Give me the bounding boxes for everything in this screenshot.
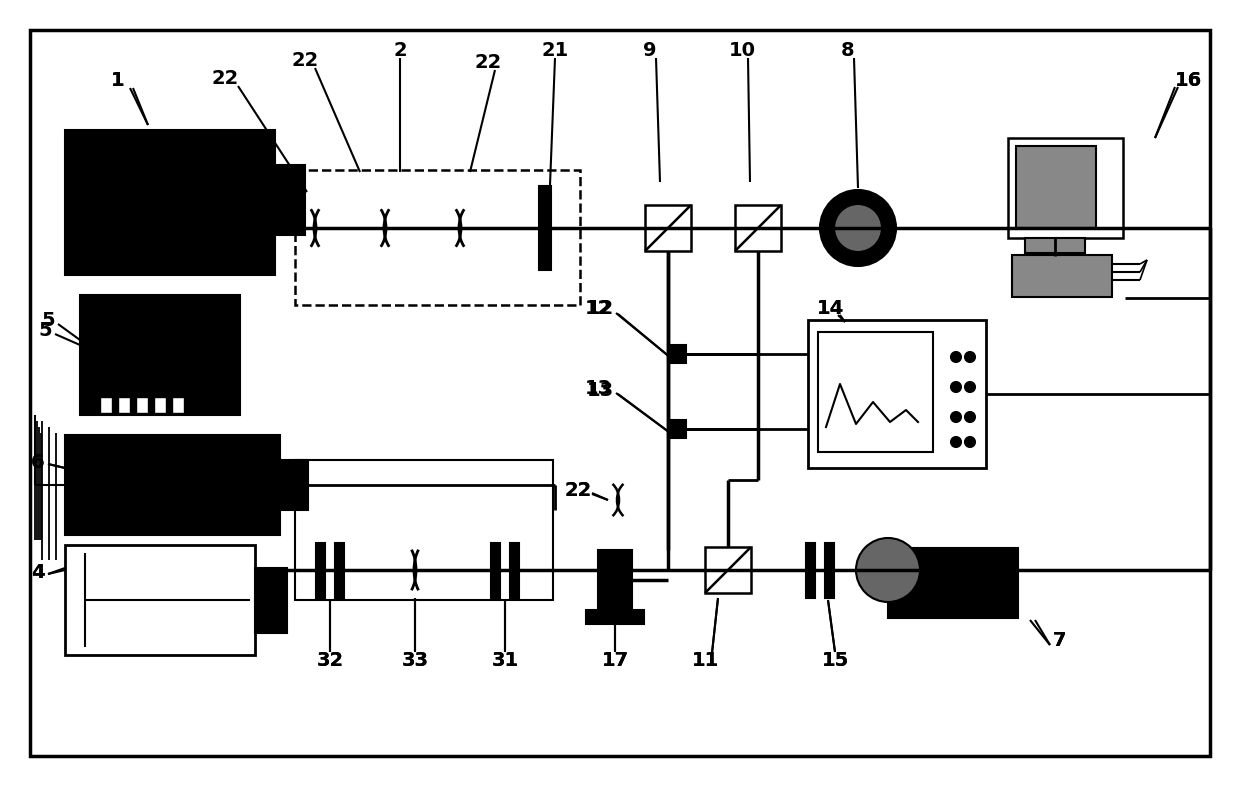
Bar	[668, 420, 686, 438]
Bar	[172, 397, 184, 413]
Text: 33: 33	[402, 651, 429, 670]
Text: 6: 6	[31, 453, 45, 472]
Text: 31: 31	[491, 651, 518, 670]
Text: 5: 5	[41, 310, 55, 329]
Text: 16: 16	[1174, 71, 1202, 90]
Text: 11: 11	[692, 651, 719, 670]
Bar	[735, 205, 781, 251]
Bar	[598, 550, 632, 610]
Bar	[100, 397, 112, 413]
Text: 31: 31	[491, 651, 518, 670]
Bar	[1008, 138, 1123, 238]
Text: 8: 8	[841, 41, 854, 60]
Circle shape	[965, 412, 975, 422]
Text: 2: 2	[393, 41, 407, 60]
Circle shape	[951, 382, 961, 392]
Bar	[118, 397, 130, 413]
Bar	[275, 165, 305, 235]
Circle shape	[820, 190, 897, 266]
Bar	[81, 295, 241, 415]
Bar	[668, 345, 686, 363]
Bar	[64, 435, 280, 535]
Bar	[645, 205, 691, 251]
Circle shape	[951, 352, 961, 362]
Text: 22: 22	[211, 68, 238, 87]
Bar	[280, 460, 308, 510]
Bar	[255, 568, 286, 633]
Bar	[1012, 255, 1112, 297]
Bar	[806, 543, 815, 598]
Text: 13: 13	[584, 379, 611, 398]
Circle shape	[965, 382, 975, 392]
Text: 1: 1	[112, 71, 125, 90]
Text: 5: 5	[38, 321, 52, 340]
Bar	[510, 543, 520, 598]
Text: 6: 6	[31, 453, 45, 472]
Bar	[587, 610, 644, 624]
Bar	[335, 543, 343, 598]
Text: 14: 14	[816, 299, 843, 318]
Text: 32: 32	[316, 651, 343, 670]
Bar	[491, 543, 500, 598]
Bar	[706, 547, 751, 593]
Circle shape	[951, 437, 961, 447]
Bar	[1025, 238, 1085, 253]
Text: 1: 1	[112, 71, 125, 90]
Text: 22: 22	[291, 50, 319, 69]
Text: 10: 10	[729, 41, 755, 60]
Text: 22: 22	[564, 480, 591, 499]
Circle shape	[965, 352, 975, 362]
Bar	[316, 543, 325, 598]
Circle shape	[835, 204, 882, 252]
Bar	[295, 170, 580, 305]
Bar	[1016, 146, 1096, 228]
Text: 9: 9	[644, 41, 657, 60]
Bar	[888, 548, 1018, 618]
Text: 12: 12	[584, 299, 611, 318]
Text: 15: 15	[821, 651, 848, 670]
Text: 22: 22	[475, 53, 502, 72]
Bar	[825, 543, 835, 598]
Bar	[64, 130, 275, 275]
Text: 33: 33	[402, 651, 429, 670]
Bar	[295, 460, 553, 600]
Text: 17: 17	[601, 651, 629, 670]
Bar	[154, 397, 166, 413]
Text: 32: 32	[316, 651, 343, 670]
Text: 7: 7	[1053, 630, 1066, 649]
Text: 22: 22	[564, 480, 591, 499]
Bar	[808, 320, 986, 468]
Text: 14: 14	[816, 299, 843, 318]
Bar	[136, 397, 148, 413]
Circle shape	[951, 412, 961, 422]
Bar	[818, 332, 932, 452]
Circle shape	[965, 437, 975, 447]
Text: 15: 15	[821, 651, 848, 670]
Text: 4: 4	[31, 563, 45, 582]
Text: 17: 17	[601, 651, 629, 670]
Text: 13: 13	[587, 380, 614, 399]
Text: 4: 4	[31, 563, 45, 582]
Bar	[64, 545, 255, 655]
Text: 16: 16	[1174, 71, 1202, 90]
Bar	[539, 186, 551, 270]
Text: 11: 11	[692, 651, 719, 670]
Text: 7: 7	[1053, 630, 1066, 649]
Circle shape	[856, 538, 920, 602]
Text: 12: 12	[587, 299, 614, 318]
Text: 21: 21	[542, 41, 569, 60]
